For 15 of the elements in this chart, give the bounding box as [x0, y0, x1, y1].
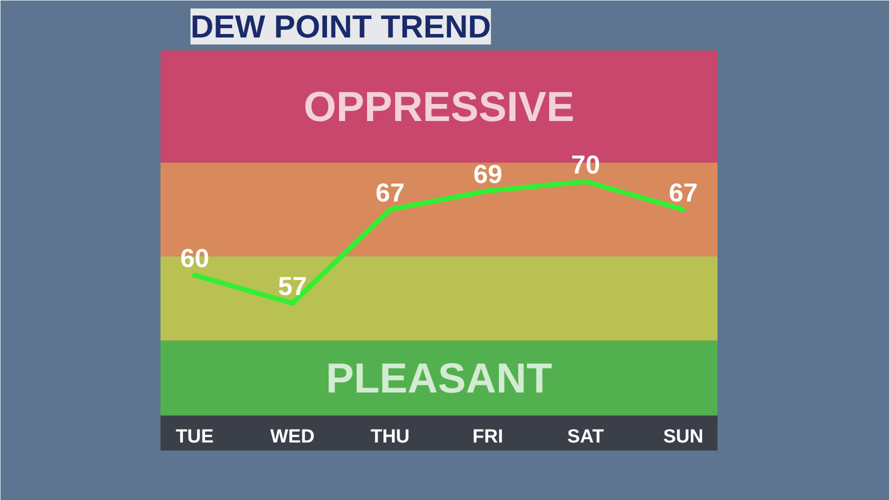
- data-label: 70: [571, 150, 600, 180]
- x-tick-label: THU: [370, 426, 410, 448]
- x-tick-label: TUE: [176, 426, 214, 448]
- x-tick-label: WED: [270, 426, 315, 448]
- data-label: 67: [668, 178, 698, 208]
- data-label: 67: [376, 178, 405, 208]
- band-label: OPPRESSIVE: [304, 83, 574, 130]
- data-label: 60: [180, 243, 210, 274]
- chart-title: DEW POINT TREND: [190, 8, 491, 44]
- data-label: 69: [473, 158, 502, 189]
- data-label: 57: [278, 271, 307, 302]
- band-label: PLEASANT: [326, 354, 553, 402]
- x-tick-label: FRI: [472, 426, 504, 448]
- x-tick-label: SAT: [567, 426, 604, 448]
- x-tick-label: SUN: [663, 426, 704, 448]
